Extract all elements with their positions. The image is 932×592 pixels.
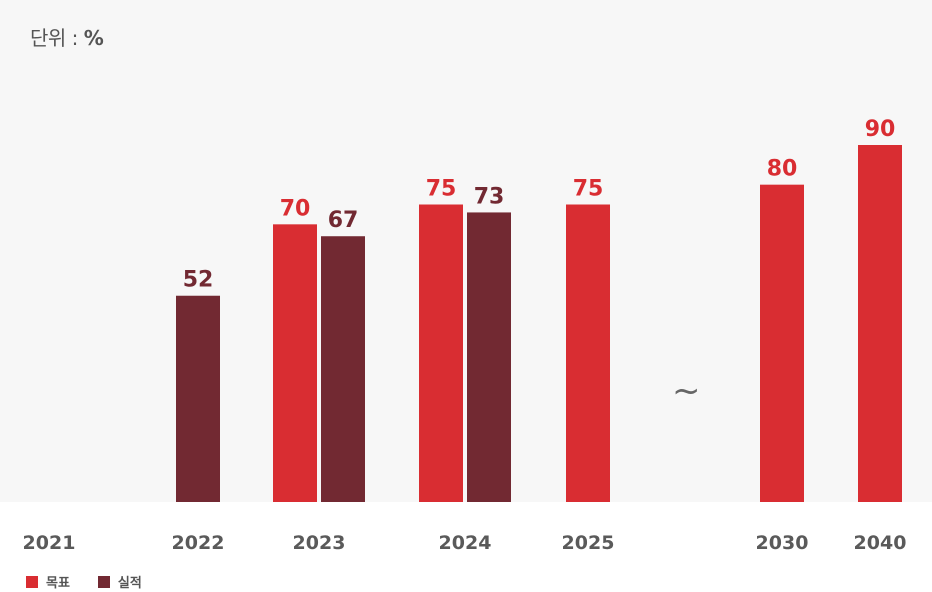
x-tick-label-2025: 2025 [562,532,615,554]
legend-swatch-target [26,575,38,588]
bar-target-2024 [419,204,463,502]
x-tick-label-2040: 2040 [854,532,907,554]
data-label-actual-2024: 73 [474,184,505,209]
legend-item-target: 목표 [26,572,70,591]
unit-label: 단위 : % [30,22,104,51]
legend-label-target: 목표 [46,576,70,591]
x-tick-label-2024: 2024 [439,532,492,554]
bar-target-2030 [760,184,804,502]
bar-actual-2023 [321,236,365,502]
x-tick-label-2022: 2022 [172,532,225,554]
x-tick-label-2030: 2030 [756,532,809,554]
data-label-target-2023: 70 [280,196,311,221]
data-label-target-2030: 80 [767,157,798,182]
axis-break-mark: ~ [672,371,701,411]
legend: 목표 실적 [26,572,142,591]
data-label-target-2025: 75 [573,177,604,202]
legend-swatch-actual [97,575,110,588]
unit-prefix: 단위 : [30,26,78,50]
data-label-target-2040: 90 [865,117,896,142]
unit-symbol: % [83,26,104,50]
bar-actual-2024 [467,212,511,502]
x-tick-label-2021: 2021 [23,532,76,554]
x-tick-label-2023: 2023 [293,532,346,554]
bar-target-2025 [566,204,610,502]
data-label-actual-2023: 67 [328,208,359,233]
data-label-target-2024: 75 [426,177,457,202]
legend-item-actual: 실적 [97,572,142,591]
bar-target-2023 [273,224,317,503]
bar-target-2040 [858,145,902,502]
legend-label-actual: 실적 [117,576,142,591]
data-label-actual-2022: 52 [183,268,214,293]
bar-actual-2022 [176,295,220,502]
